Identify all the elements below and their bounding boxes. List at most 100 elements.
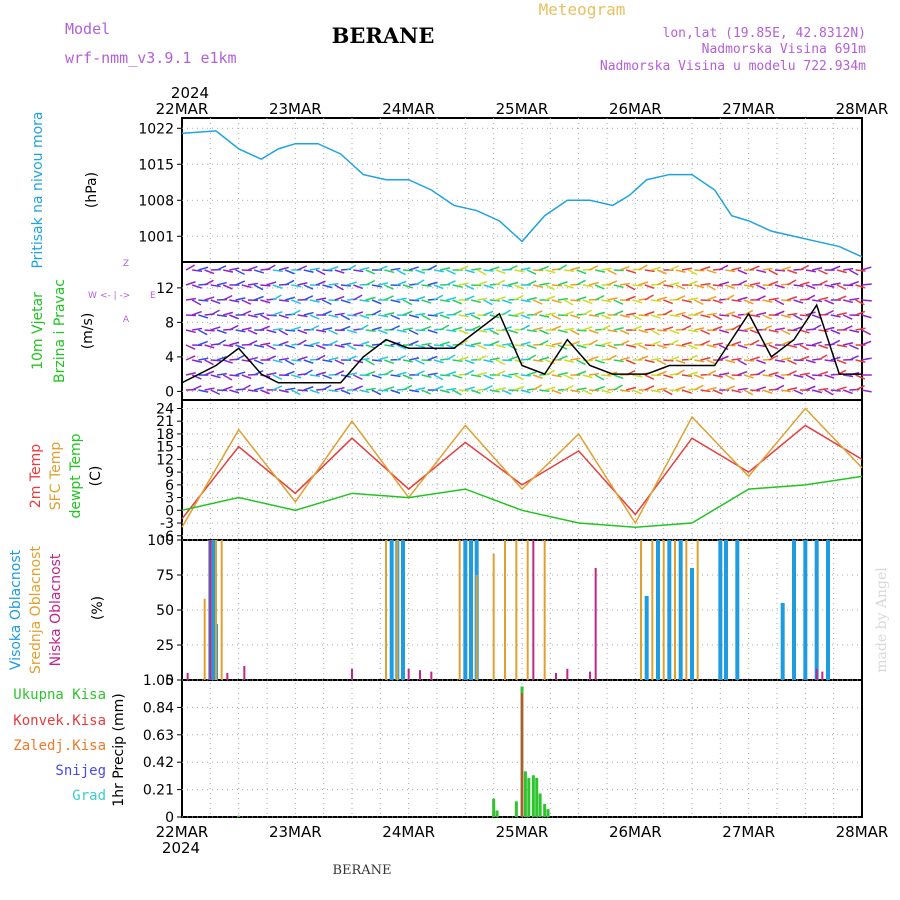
wind-arrow [818,296,829,301]
cloud-high-bar [792,540,796,680]
wind-arrow [297,265,308,271]
wind-arrow [526,280,537,286]
wind-arrow [762,374,773,378]
wind-arrow [551,389,562,395]
cloud-ylabel-2: Srednja Oblacnost [28,546,44,674]
wind-arrow [353,359,364,364]
wind-arrow [656,279,667,286]
wind-arrow [501,309,512,316]
wind-arrow [830,282,841,286]
wind-arrow [347,314,358,317]
wind-arrow [843,267,854,271]
wind-arrow [520,314,531,320]
wind-arrow [365,269,376,275]
y-tick-label: 1015 [138,157,174,173]
wind-arrow [371,359,383,362]
precip-total-bar [543,803,547,817]
wind-arrow [223,269,234,273]
wind-arrow [799,355,810,361]
wind-arrow [681,314,692,320]
wind-arrow [718,344,729,351]
wind-arrow [241,310,252,316]
wind-arrow [421,374,432,378]
sfc-temp-line [181,407,863,528]
wind-arrow [322,374,333,380]
cloud-high-bar [718,540,723,680]
wind-arrow [849,297,860,301]
wind-arrow [743,299,754,305]
wind-arrow [694,374,705,380]
wind-arrow [266,264,276,271]
wind-arrow [464,344,475,348]
wind-arrow [501,326,512,331]
wind-arrow [539,314,550,318]
wind-arrow [210,309,220,316]
wind-arrow [365,387,376,391]
wind-arrow [192,327,203,331]
wind-arrow [818,280,828,286]
wind-arrow [266,372,277,376]
wind-arrow [712,284,724,287]
wind-arrow [322,327,333,331]
wind-arrow [743,389,754,396]
wind-arrow [743,359,755,362]
wind-arrow [464,386,475,391]
wind-arrow [594,284,605,290]
cloud-low-bar [226,673,229,680]
wind-arrow [843,374,854,378]
wind-arrow [601,374,612,377]
wind-arrow [532,374,543,379]
wind-arrow [260,299,271,304]
wind-arrow [706,269,717,274]
pressure-line [181,130,863,258]
wind-arrow [756,312,767,316]
wind-arrow [241,269,252,272]
wind-arrow [446,387,457,391]
wind-arrow [415,279,425,286]
product-title: Meteogram [539,0,626,19]
wind-arrow [402,310,413,316]
wind-arrow [656,359,667,366]
wind-arrow [700,357,711,361]
wind-arrow [471,284,482,287]
wind-arrow [241,299,252,305]
wind-arrow [824,389,834,396]
wind-arrow [204,329,215,332]
data-series [181,130,863,817]
wind-arrow [787,269,798,274]
wind-arrow [811,314,822,320]
wind-arrow [619,329,630,335]
wind-arrow [594,374,605,381]
wind-arrow [185,281,196,286]
wind-arrow [464,359,475,365]
wind-arrow [396,354,407,361]
wind-direction-field [185,264,872,396]
precip-legend-freezing: Zaledj.Kisa [13,738,106,754]
wind-arrow [861,389,872,393]
wind-arrow [830,265,841,271]
wind-arrow [260,314,270,321]
precip-unit: 1hr Precip (mm) [111,693,127,806]
wind-arrow [607,297,618,301]
wind-arrow [638,264,648,271]
y-tick-label: 24 [156,401,174,417]
footer-station: BERANE [332,863,391,878]
wind-arrow [253,359,264,365]
wind-arrow [260,284,271,287]
wind-arrow [861,329,872,336]
wind-arrow [204,269,215,275]
wind-arrow [712,314,723,321]
wind-arrow [737,359,747,366]
wind-arrow [433,269,444,273]
wind-arrow [520,374,531,377]
wind-arrow [495,269,506,275]
wind-arrow [346,329,358,334]
wind-arrow [241,284,252,289]
cloud-high-bar [211,540,216,680]
wind-arrow [849,329,860,333]
wind-arrow [725,344,736,347]
wind-arrow [359,266,370,271]
precip-total-bar [237,815,241,817]
wind-arrow [204,296,215,301]
cloud-mid-bar [696,540,699,680]
